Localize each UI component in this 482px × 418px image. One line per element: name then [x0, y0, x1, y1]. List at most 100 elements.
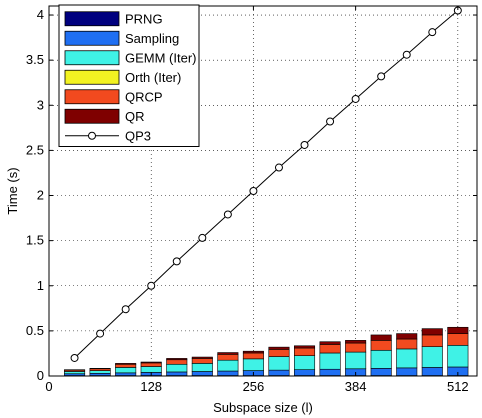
bar-sampling	[166, 371, 188, 376]
legend: PRNG Sampling GEMM (Iter) Orth (Iter) QRCP QR…	[58, 4, 200, 147]
qp3-point	[300, 140, 309, 149]
bar-gemm-iter	[166, 363, 188, 373]
legend-swatch	[64, 108, 120, 124]
legend-label: QR	[125, 109, 145, 124]
qp3-point	[96, 329, 105, 338]
y-axis-label: Time (s)	[5, 167, 20, 214]
legend-swatch-qp3-marker	[88, 131, 96, 140]
qp3-point	[274, 163, 283, 172]
bar-qrcp	[421, 334, 443, 347]
bar-qr	[268, 346, 290, 350]
bar-qr	[421, 328, 443, 336]
legend-swatch	[64, 50, 120, 66]
bar-sampling	[89, 372, 111, 376]
x-tick-label: 128	[140, 379, 162, 394]
legend-label: QP3	[125, 128, 151, 143]
bar-qr	[242, 350, 264, 354]
ticks: 0 0.5 1 1.5 2 2.5 3 3.5 4 0 128 256 384 512	[26, 6, 477, 394]
bar-gemm-iter	[140, 366, 162, 373]
bar-qrcp	[268, 349, 290, 357]
bar-qrcp	[396, 338, 418, 350]
legend-swatch	[64, 69, 120, 85]
bar-qrcp	[242, 352, 264, 360]
bar-qr	[191, 356, 213, 359]
bar-gemm-iter	[268, 356, 290, 371]
bar-gemm-iter	[396, 348, 418, 369]
x-tick-label: 0	[45, 379, 52, 394]
legend-label: Sampling	[125, 31, 179, 46]
bar-qrcp	[191, 358, 213, 364]
bar-qrcp	[140, 362, 162, 367]
bar-qr	[115, 363, 137, 365]
bar-qrcp	[370, 340, 392, 351]
legend-swatch	[64, 11, 120, 27]
bar-qr	[345, 340, 367, 344]
bar-sampling	[294, 369, 316, 376]
bar-qr	[447, 326, 469, 334]
bar-qr	[319, 341, 341, 345]
qp3-point	[249, 187, 258, 195]
y-tick-label: 2.5	[26, 142, 44, 157]
x-axis-label: Subspace size (l)	[213, 400, 313, 415]
bar-sampling	[268, 369, 290, 376]
bar-qrcp	[217, 354, 239, 361]
y-tick-label: 3.5	[26, 52, 44, 67]
bar-qr	[294, 345, 316, 349]
bar-gemm-iter	[294, 355, 316, 370]
y-tick-label: 2	[37, 188, 44, 203]
bar-qrcp	[319, 344, 341, 354]
bar-sampling	[421, 367, 443, 376]
qp3-point	[147, 281, 156, 290]
bar-gemm-iter	[447, 345, 469, 368]
bar-sampling	[191, 371, 213, 376]
bar-sampling	[396, 367, 418, 376]
y-tick-label: 1.5	[26, 233, 44, 248]
y-tick-label: 3	[37, 97, 44, 112]
qp3-point	[402, 50, 411, 59]
bar-sampling	[115, 372, 137, 376]
bar-sampling	[217, 370, 239, 376]
y-tick-label: 0.5	[26, 323, 44, 338]
plot-frame	[48, 5, 478, 377]
qp3-point	[326, 117, 335, 126]
bar-gemm-iter	[89, 370, 111, 374]
qp3-point	[377, 72, 386, 81]
bar-qr	[166, 358, 188, 361]
bar-sampling	[319, 368, 341, 376]
qp3-point	[428, 28, 437, 37]
y-tick-label: 0	[37, 368, 44, 383]
qp3-point	[172, 257, 181, 266]
bar-gemm-iter	[64, 371, 86, 375]
bar-qr	[396, 333, 418, 340]
legend-label: PRNG	[125, 11, 163, 26]
y-tick-label: 4	[37, 7, 44, 22]
qp3-point	[198, 233, 207, 242]
bar-gemm-iter	[319, 352, 341, 370]
qp3-line	[70, 6, 462, 362]
bar-qrcp	[115, 363, 137, 368]
bar-qrcp	[345, 342, 367, 353]
x-tick-label: 256	[243, 379, 265, 394]
qp3-line-path	[74, 10, 459, 359]
legend-label: GEMM (Iter)	[125, 50, 197, 65]
bar-gemm-iter	[421, 346, 443, 368]
bars	[64, 326, 469, 377]
bar-qr	[370, 334, 392, 341]
bar-qrcp	[294, 347, 316, 356]
qp3-point	[351, 94, 360, 103]
qp3-point	[223, 210, 232, 219]
qp3-point	[70, 353, 79, 362]
qp3-point	[121, 305, 130, 314]
bar-gemm-iter	[191, 363, 213, 372]
bar-qrcp	[166, 359, 188, 365]
x-tick-label: 512	[447, 379, 469, 394]
bar-qrcp	[447, 333, 469, 346]
bar-gemm-iter	[345, 351, 367, 370]
bar-gemm-iter	[217, 359, 239, 372]
bar-sampling	[370, 368, 392, 376]
bar-gemm-iter	[370, 349, 392, 369]
x-tick-label: 384	[345, 379, 367, 394]
y-tick-label: 1	[37, 278, 44, 293]
legend-swatch	[64, 30, 120, 46]
